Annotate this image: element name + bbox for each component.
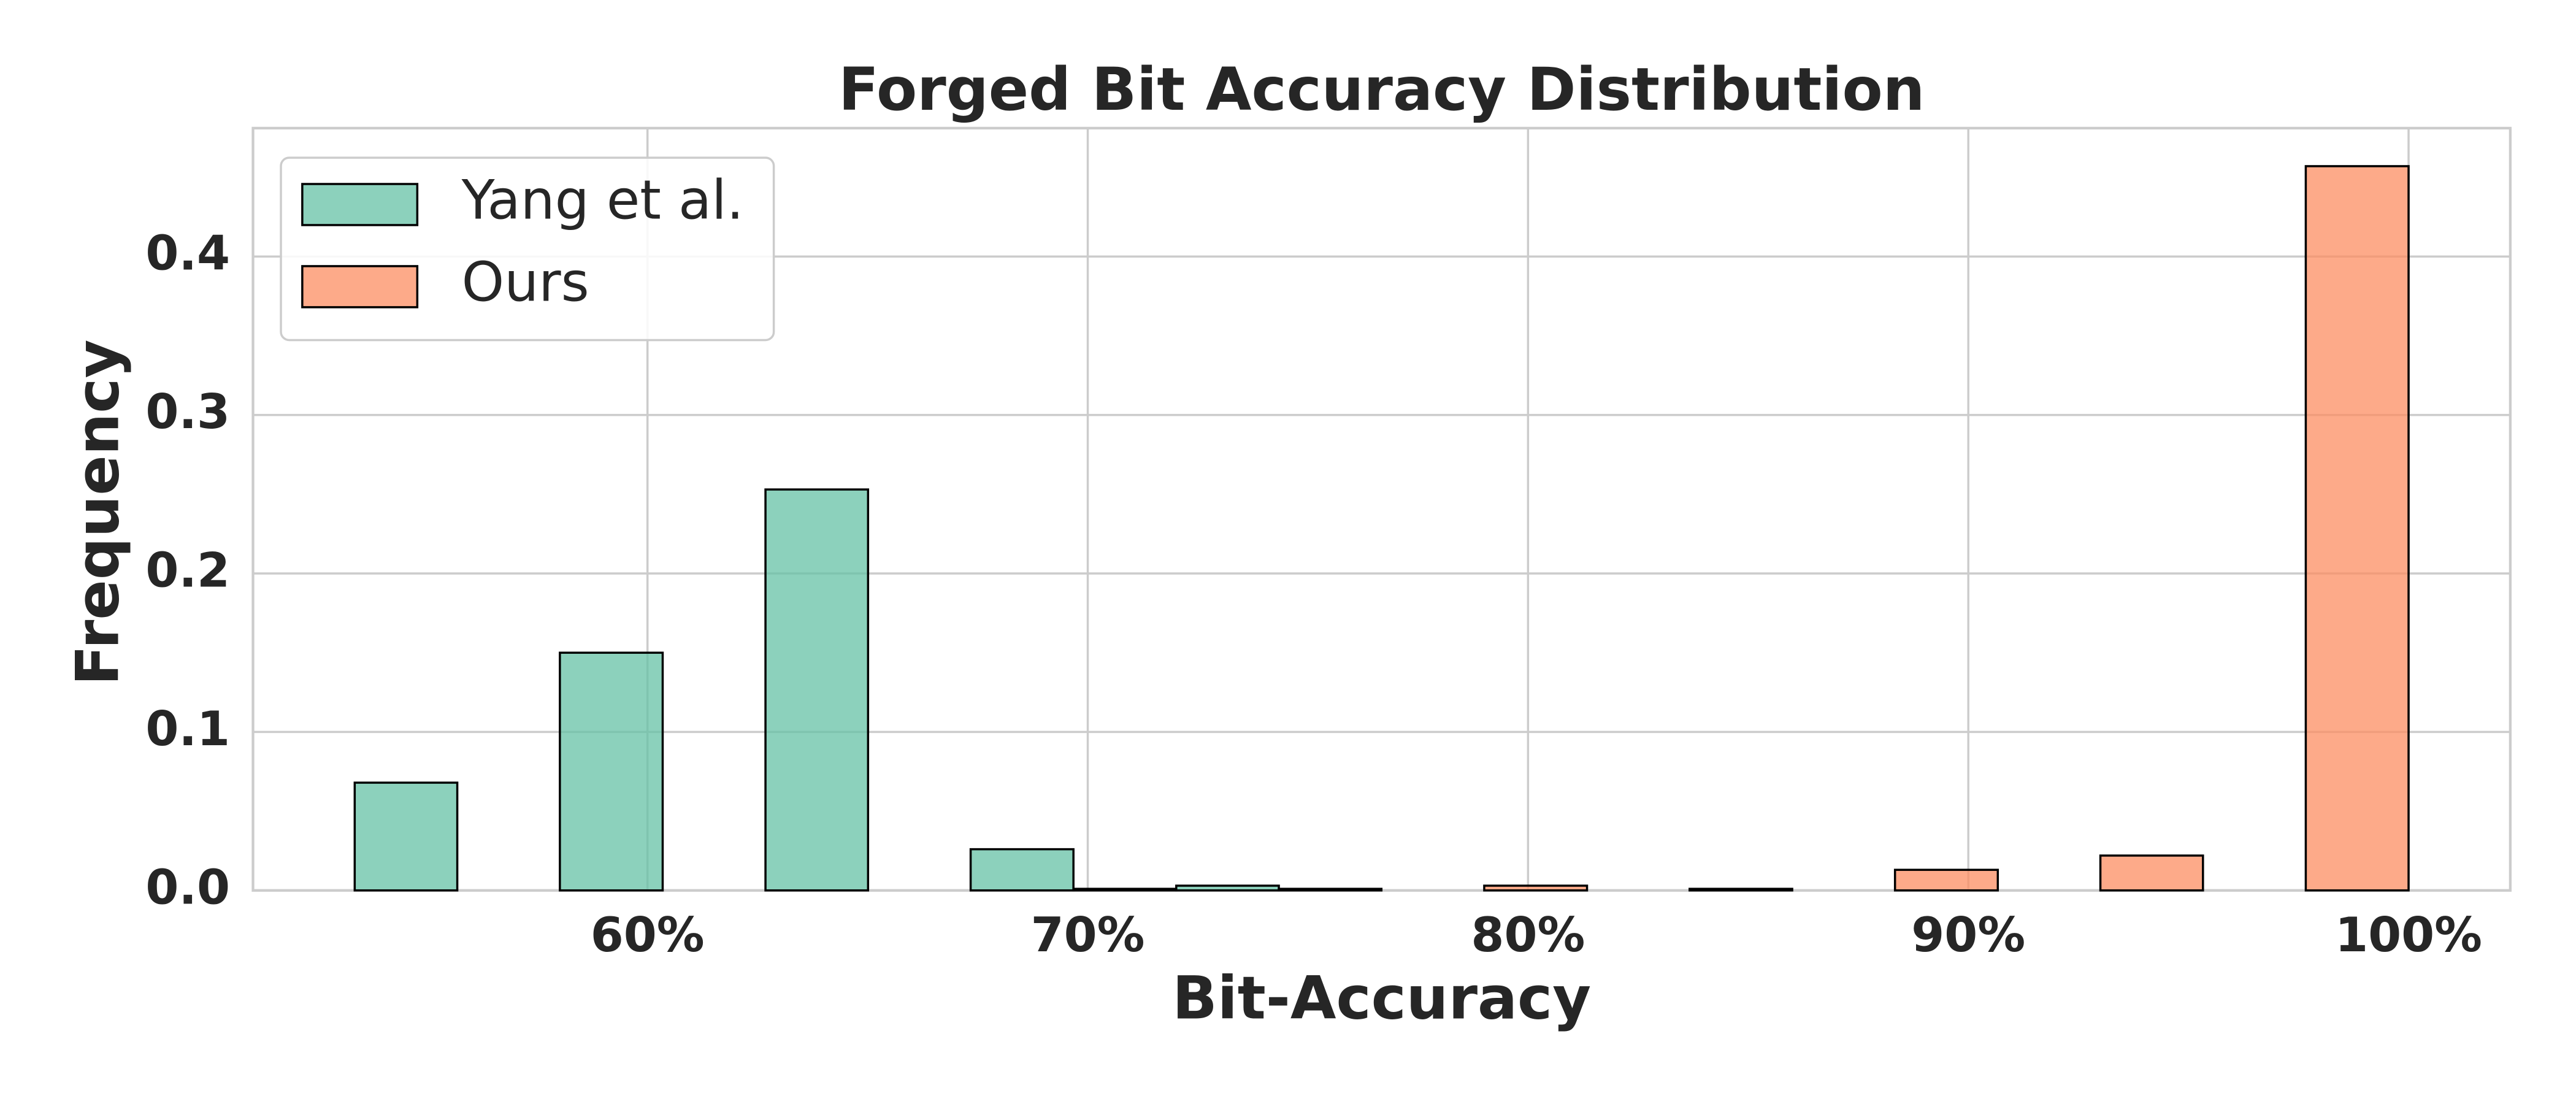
bar xyxy=(559,651,664,892)
bar xyxy=(969,848,1075,892)
legend-label: Ours xyxy=(462,250,589,313)
bar xyxy=(764,488,870,892)
legend-swatch xyxy=(301,265,419,309)
y-tick-label: 0.3 xyxy=(145,385,230,440)
y-tick-label: 0.4 xyxy=(145,226,230,282)
bar xyxy=(1278,887,1383,892)
chart-title: Forged Bit Accuracy Distribution xyxy=(838,55,1925,124)
bar xyxy=(1893,868,1999,892)
legend: Yang et al. Ours xyxy=(280,156,775,342)
y-tick-label: 0.1 xyxy=(145,702,230,757)
bar xyxy=(2304,165,2410,892)
bar xyxy=(1175,884,1280,892)
x-tick-label: 90% xyxy=(1911,908,2025,963)
x-tick-label: 60% xyxy=(591,908,705,963)
legend-swatch xyxy=(301,183,419,226)
x-tick-label: 80% xyxy=(1471,908,1585,963)
x-tick-label: 70% xyxy=(1031,908,1145,963)
x-axis-label: Bit-Accuracy xyxy=(1172,964,1591,1032)
bar xyxy=(353,781,459,892)
bar xyxy=(1689,887,1793,892)
y-tick-label: 0.2 xyxy=(145,543,230,598)
bar xyxy=(1483,884,1589,892)
bar xyxy=(1072,887,1178,892)
legend-label: Yang et al. xyxy=(461,169,744,232)
y-axis-label: Frequency xyxy=(63,340,132,686)
bar xyxy=(2099,854,2204,892)
y-tick-label: 0.0 xyxy=(145,860,230,915)
x-tick-label: 100% xyxy=(2335,908,2482,963)
